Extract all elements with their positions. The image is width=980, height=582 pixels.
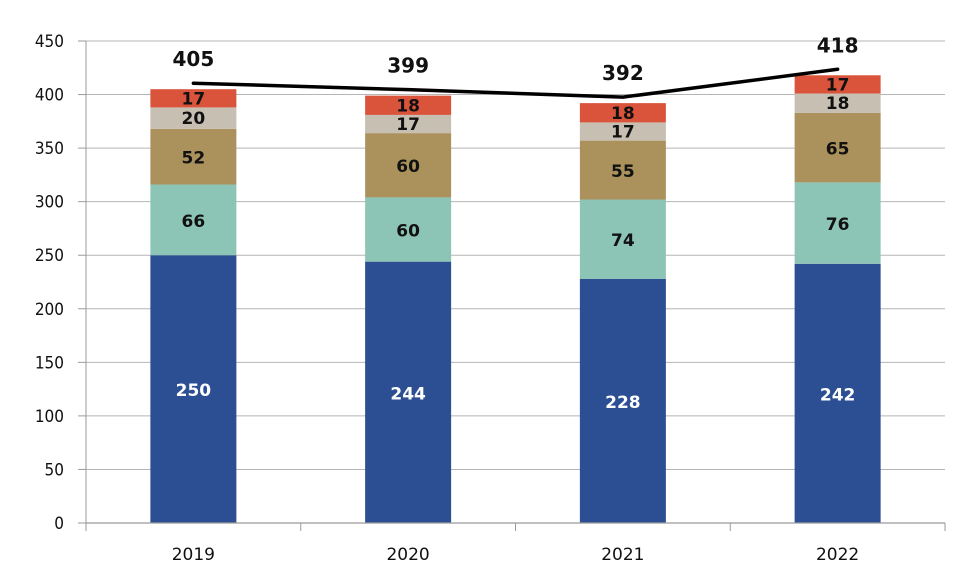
bar-segment [579, 103, 666, 123]
y-tick-label: 50 [45, 460, 64, 480]
data-label: 60 [396, 222, 420, 242]
total-line [191, 67, 840, 99]
bar-segment [579, 140, 666, 200]
bars [150, 75, 881, 523]
bar-segment [365, 133, 452, 198]
bar-segment [150, 107, 237, 129]
bar-segment [579, 122, 666, 141]
bar-segment [794, 182, 881, 264]
bar-segment [365, 114, 452, 134]
x-axis: 2019 2020 2021 2022 [85, 522, 946, 565]
bar-segment [150, 255, 237, 523]
data-label: 242 [820, 385, 856, 405]
bar-segment [794, 93, 881, 113]
x-tick-label: 2021 [601, 545, 644, 565]
data-label: 18 [826, 94, 850, 114]
data-label: 20 [182, 109, 206, 129]
y-tick-label: 200 [35, 300, 64, 320]
data-label: 228 [605, 393, 641, 413]
bar-segment [794, 75, 881, 94]
y-axis: 0 50 100 150 200 250 300 350 400 450 [35, 32, 87, 534]
x-tick-label: 2019 [172, 545, 215, 565]
total-label: 399 [387, 54, 429, 78]
data-label: 60 [396, 157, 420, 177]
y-tick-label: 0 [54, 514, 64, 534]
data-label: 55 [611, 162, 635, 182]
data-label: 65 [826, 140, 850, 160]
data-label: 17 [826, 75, 850, 95]
x-tick-label: 2020 [386, 545, 429, 565]
bar-segment [150, 184, 237, 256]
bar-segment [365, 261, 452, 523]
data-label: 66 [182, 212, 206, 232]
total-line-layer [191, 67, 840, 99]
data-label: 244 [390, 384, 426, 404]
bar-segment [579, 199, 666, 279]
y-tick-label: 450 [35, 32, 64, 52]
y-tick-label: 150 [35, 353, 64, 373]
data-label: 17 [396, 115, 420, 135]
data-label: 76 [826, 215, 850, 235]
bar-segment [150, 128, 237, 185]
data-label: 52 [182, 149, 206, 169]
total-label: 392 [602, 61, 644, 85]
data-label: 18 [611, 104, 635, 124]
bar-segment [365, 197, 452, 262]
total-label: 405 [173, 47, 215, 71]
bar-segment [579, 278, 666, 523]
labels: 2506652201724460601718228745517182427665… [173, 33, 859, 413]
y-tick-label: 250 [35, 246, 64, 266]
data-label: 250 [176, 381, 212, 401]
y-tick-label: 300 [35, 193, 64, 213]
y-tick-label: 350 [35, 139, 64, 159]
total-label: 418 [817, 33, 859, 57]
bar-segment [150, 89, 237, 108]
data-label: 17 [182, 89, 206, 109]
x-tick-label: 2022 [816, 545, 859, 565]
data-label: 18 [396, 96, 420, 116]
y-tick-label: 400 [35, 86, 64, 106]
y-tick-label: 100 [35, 407, 64, 427]
bar-segment [794, 112, 881, 183]
data-label: 17 [611, 123, 635, 143]
bar-segment [365, 95, 452, 115]
bar-segment [794, 263, 881, 523]
data-label: 74 [611, 231, 635, 251]
